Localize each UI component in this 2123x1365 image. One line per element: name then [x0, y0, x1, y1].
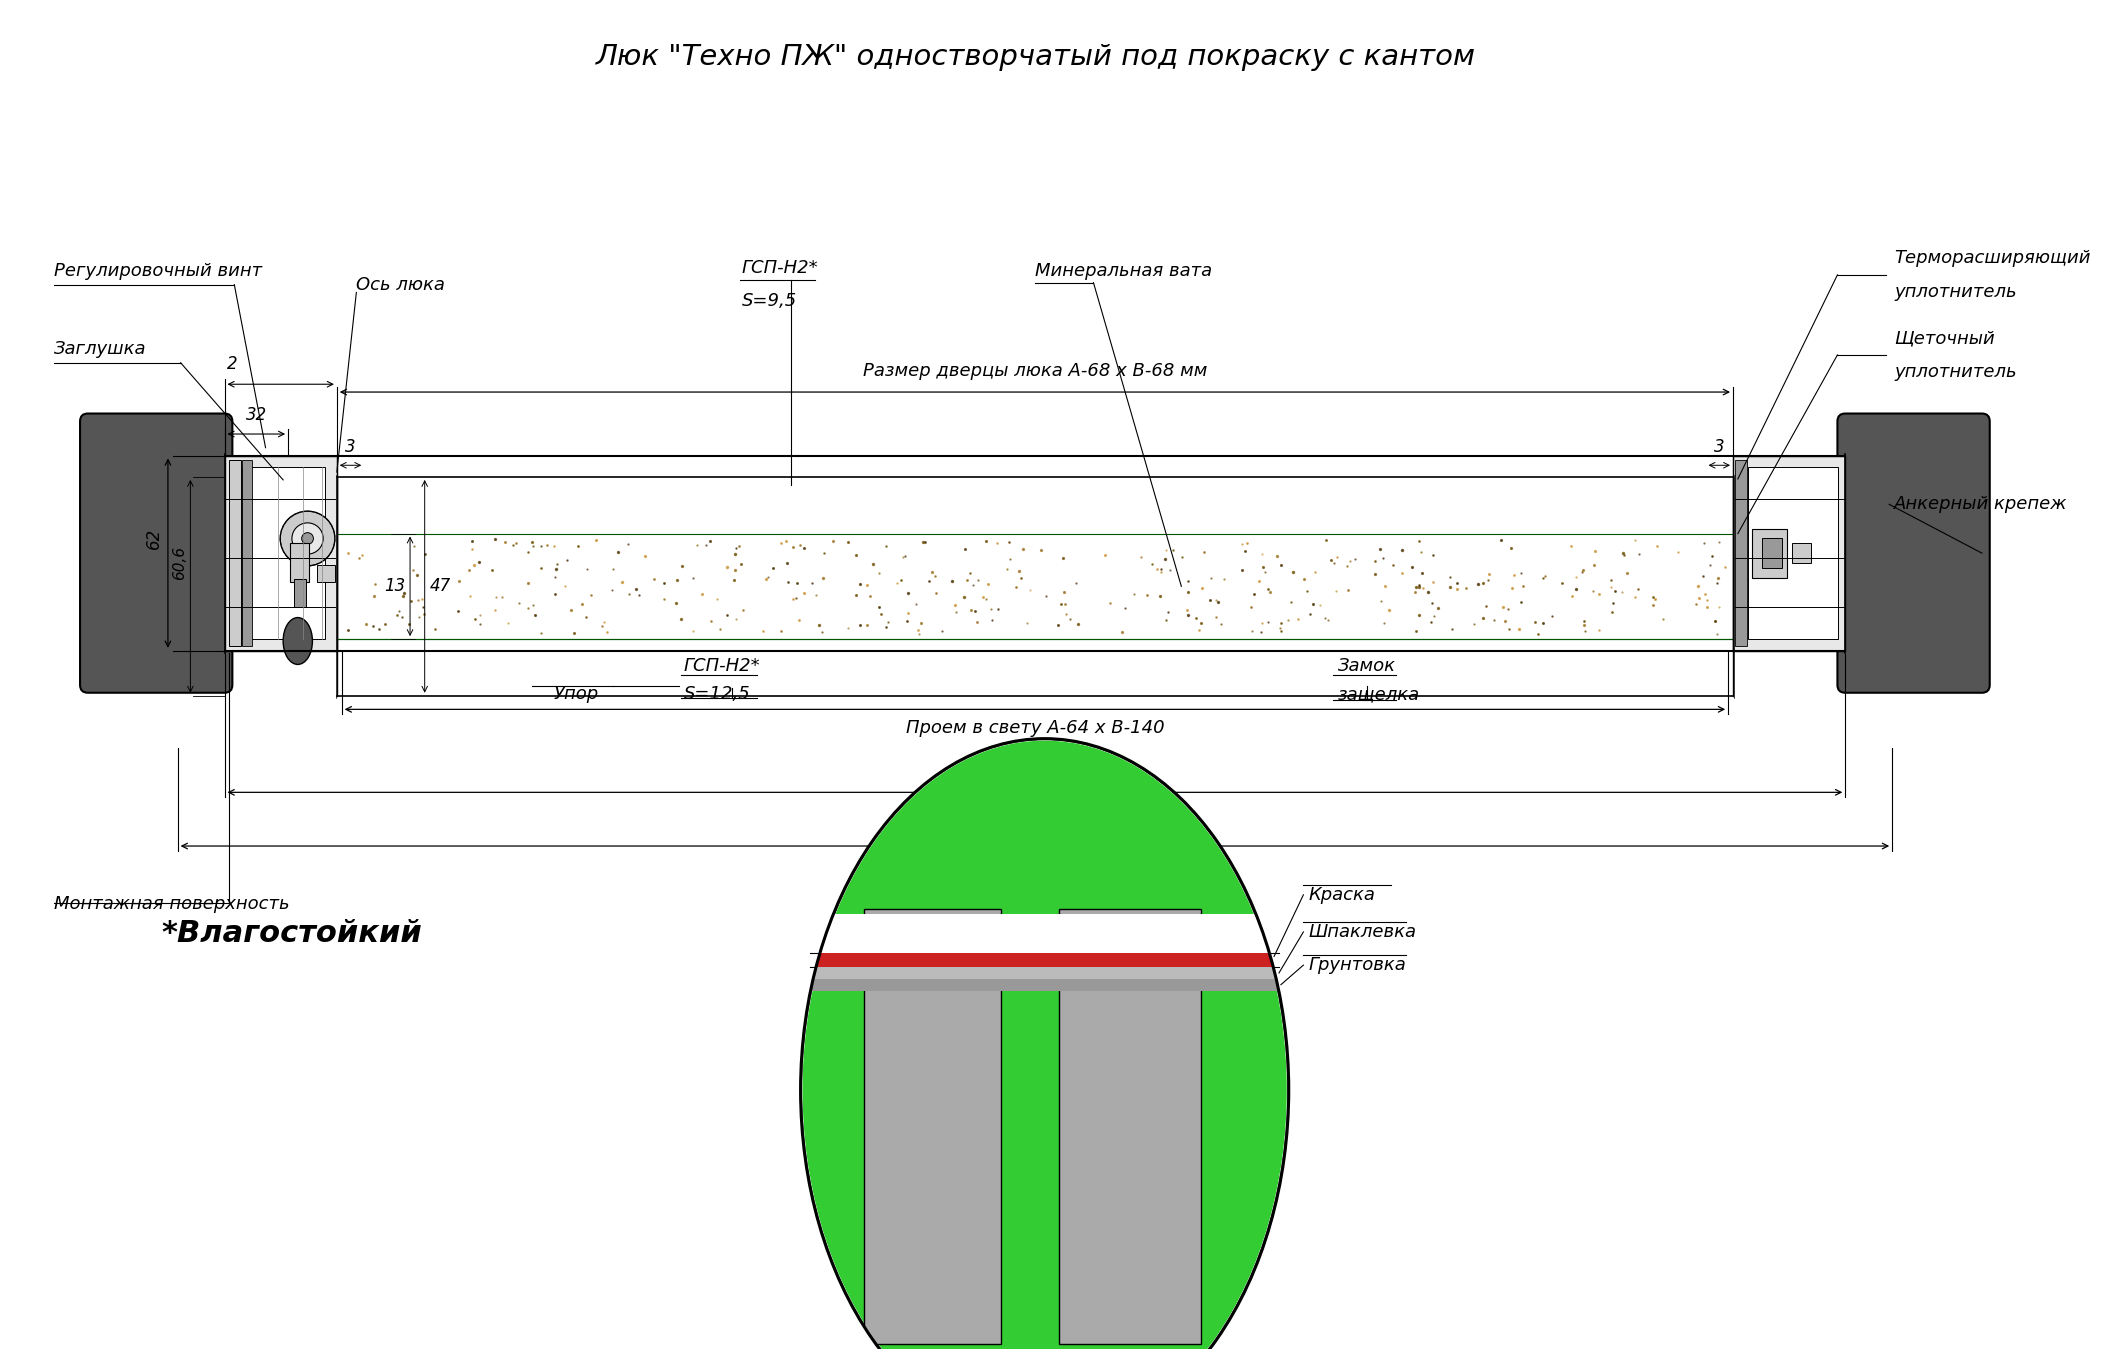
Ellipse shape	[802, 741, 1287, 1365]
Bar	[338, 687, 1732, 696]
Bar	[1734, 460, 1747, 646]
Ellipse shape	[282, 617, 312, 665]
Text: ГСП-Н2*: ГСП-Н2*	[684, 657, 760, 676]
Text: 3: 3	[346, 438, 357, 456]
Bar	[811, 923, 1278, 953]
FancyBboxPatch shape	[1836, 414, 1989, 693]
Text: Краска: Краска	[1308, 886, 1376, 904]
Bar	[811, 919, 1278, 953]
Bar	[811, 979, 1278, 991]
Circle shape	[301, 532, 314, 545]
Text: *Влагостойкий: *Влагостойкий	[161, 919, 422, 949]
Bar	[864, 909, 1000, 1345]
Text: Проем в свету А-64 х В-140: Проем в свету А-64 х В-140	[907, 719, 1163, 737]
Circle shape	[293, 523, 323, 554]
Bar	[811, 953, 1278, 966]
Text: Щеточный: Щеточный	[1894, 329, 1996, 347]
Bar	[291, 543, 310, 583]
Text: S=9,5: S=9,5	[743, 292, 798, 310]
Text: Монтажная поверхность: Монтажная поверхность	[53, 895, 289, 913]
Text: уплотнитель: уплотнитель	[1894, 283, 2017, 300]
Text: Шпаклевка: Шпаклевка	[1308, 923, 1416, 940]
Text: Анкерный крепеж: Анкерный крепеж	[1894, 495, 2068, 513]
Text: уплотнитель: уплотнитель	[1894, 363, 2017, 381]
Bar	[242, 460, 253, 646]
Text: Регулировочный винт: Регулировочный винт	[53, 262, 261, 280]
Bar	[1000, 966, 1059, 979]
Bar	[225, 456, 1845, 651]
Bar	[811, 966, 1278, 979]
Bar	[338, 487, 1732, 534]
Bar	[225, 456, 338, 651]
Text: 32: 32	[246, 407, 267, 425]
Text: Размер дверцы люка А-68 х В-68 мм: Размер дверцы люка А-68 х В-68 мм	[862, 362, 1208, 381]
Text: Грунтовка: Грунтовка	[1308, 955, 1405, 975]
Bar	[1792, 543, 1811, 562]
Text: 2: 2	[227, 355, 238, 373]
Bar	[811, 966, 864, 979]
Bar	[293, 580, 306, 607]
Bar	[811, 915, 1278, 953]
Bar	[1202, 953, 1278, 966]
Ellipse shape	[800, 738, 1289, 1365]
Bar	[1751, 528, 1788, 577]
Bar	[316, 565, 335, 583]
Bar	[342, 652, 1728, 753]
Text: Минеральная вата: Минеральная вата	[1034, 262, 1212, 280]
Bar	[242, 467, 325, 639]
Bar	[1732, 456, 1845, 651]
Text: 62: 62	[144, 528, 163, 549]
Bar	[338, 476, 1732, 487]
Bar	[338, 534, 1732, 639]
Text: 13: 13	[384, 577, 405, 595]
Text: Упор: Упор	[554, 685, 599, 703]
Bar	[1762, 539, 1781, 568]
Bar	[1202, 966, 1278, 979]
Text: защелка: защелка	[1337, 685, 1420, 703]
Bar	[338, 639, 1732, 687]
Bar	[811, 953, 864, 966]
Bar	[1747, 467, 1839, 639]
Bar	[1000, 953, 1059, 966]
Text: 3: 3	[1125, 906, 1136, 924]
Text: 3: 3	[1713, 438, 1724, 456]
Bar	[1202, 979, 1278, 991]
Circle shape	[280, 511, 335, 566]
Text: Ось люка: Ось люка	[357, 276, 446, 293]
Text: ГСП-Н2*: ГСП-Н2*	[743, 259, 819, 277]
Text: 47: 47	[429, 577, 450, 595]
Bar	[1000, 979, 1059, 991]
Text: Размер люка А х В: Размер люка А х В	[947, 804, 1123, 822]
Text: Замок: Замок	[1337, 657, 1395, 676]
Text: Терморасширяющий: Терморасширяющий	[1894, 248, 2091, 268]
Bar	[229, 460, 242, 646]
Text: Размер проема А+20 х В+20 мм: Размер проема А+20 х В+20 мм	[883, 857, 1187, 876]
Bar	[1059, 909, 1202, 1345]
FancyBboxPatch shape	[81, 414, 231, 693]
Text: Люк "Техно ПЖ" одностворчатый под покраску с кантом: Люк "Техно ПЖ" одностворчатый под покрас…	[597, 42, 1475, 71]
Text: 60,6: 60,6	[172, 546, 187, 580]
Bar	[811, 979, 864, 991]
Text: 3: 3	[926, 906, 938, 924]
Text: Заглушка: Заглушка	[53, 340, 146, 358]
Text: S=12,5: S=12,5	[684, 685, 749, 703]
